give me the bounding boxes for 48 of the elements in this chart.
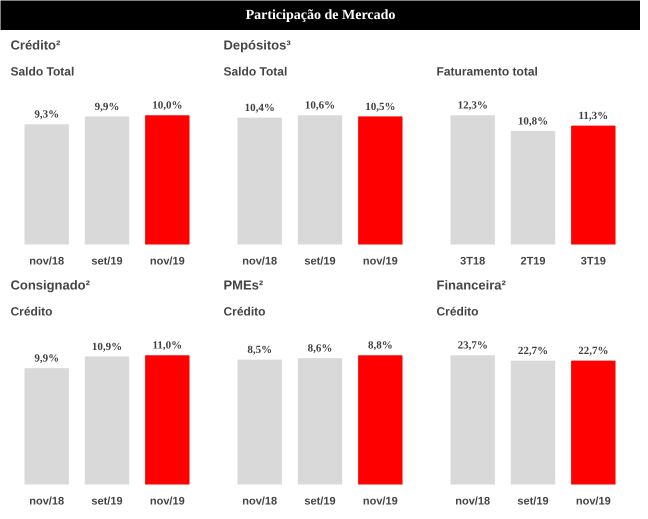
data-label: 11,0% bbox=[152, 340, 182, 352]
data-label: 8,6% bbox=[308, 342, 332, 355]
x-tick-label: nov/18 bbox=[29, 256, 64, 268]
data-label: 9,9% bbox=[94, 100, 120, 113]
x-tick-label: nov/18 bbox=[242, 496, 278, 508]
chart-subtitle: Crédito bbox=[436, 304, 478, 318]
data-label: 11,3% bbox=[578, 110, 608, 122]
chart-title: Consignado² bbox=[10, 278, 91, 292]
data-label: 8,8% bbox=[368, 340, 393, 352]
x-tick-label: set/19 bbox=[517, 496, 549, 508]
data-label: 10,4% bbox=[244, 102, 275, 114]
data-label: 22,7% bbox=[578, 345, 608, 358]
chart-subtitle: Crédito bbox=[224, 304, 266, 318]
text: Participação de Mercado bbox=[246, 8, 396, 23]
x-tick-label: nov/19 bbox=[576, 496, 611, 508]
x-tick-label: set/19 bbox=[304, 496, 336, 508]
x-tick-label: nov/19 bbox=[150, 256, 185, 268]
chart-subtitle: Crédito bbox=[10, 304, 52, 318]
x-tick-label: set/19 bbox=[304, 256, 336, 268]
x-tick-label: nov/19 bbox=[362, 496, 398, 508]
chart-title: Financeira² bbox=[436, 278, 507, 292]
data-label: 10,5% bbox=[365, 100, 396, 113]
x-tick-label: nov/18 bbox=[29, 496, 64, 508]
x-tick-label: nov/19 bbox=[150, 496, 185, 508]
x-tick-label: nov/19 bbox=[362, 256, 398, 268]
x-tick-label: set/19 bbox=[91, 256, 123, 268]
data-label: 8,5% bbox=[247, 344, 272, 356]
chart-title: Crédito² bbox=[10, 38, 61, 52]
x-tick-label: set/19 bbox=[91, 496, 123, 508]
x-tick-label: 2T19 bbox=[520, 256, 546, 268]
chart-subtitle: Saldo Total bbox=[224, 64, 288, 78]
x-tick-label: nov/18 bbox=[455, 496, 490, 508]
data-label: 10,0% bbox=[152, 100, 182, 112]
chart-subtitle: Saldo Total bbox=[10, 64, 74, 78]
chart-subtitle: Faturamento total bbox=[436, 64, 538, 78]
data-label: 22,7% bbox=[518, 345, 548, 358]
data-label: 9,3% bbox=[34, 108, 60, 121]
x-tick-label: 3T19 bbox=[580, 256, 606, 268]
x-tick-label: nov/18 bbox=[242, 256, 278, 268]
data-label: 9,9% bbox=[34, 352, 60, 365]
chart-title: Depósitos³ bbox=[224, 38, 292, 52]
data-label: 10,9% bbox=[92, 340, 122, 353]
data-label: 12,3% bbox=[458, 100, 488, 112]
data-label: 23,7% bbox=[458, 340, 488, 352]
chart-title: PMEs² bbox=[224, 278, 264, 292]
x-tick-label: 3T18 bbox=[460, 256, 486, 268]
data-label: 10,8% bbox=[518, 115, 548, 128]
data-label: 10,6% bbox=[304, 100, 336, 112]
